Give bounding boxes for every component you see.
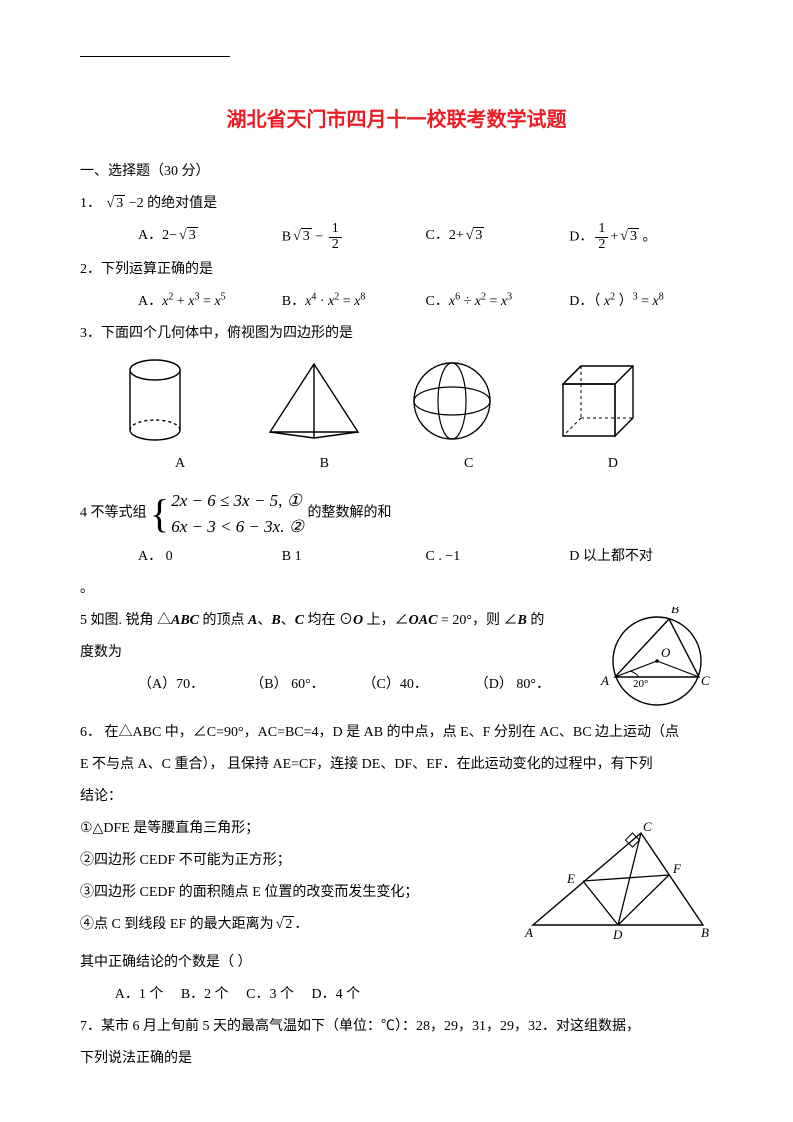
fraction-icon: 12	[329, 222, 342, 252]
svg-text:C: C	[643, 821, 652, 834]
fraction-icon: 12	[595, 222, 608, 252]
q4-stem: 4 不等式组 { 2x − 6 ≤ 3x − 5, ① 6x − 3 < 6 −…	[80, 488, 713, 539]
svg-text:A: A	[524, 925, 533, 940]
cube-icon	[553, 358, 649, 444]
svg-text:B: B	[701, 925, 709, 940]
q4-pre: 4 不等式组	[80, 506, 147, 521]
svg-text:O: O	[661, 645, 671, 660]
q5-optA: （A）70．	[138, 671, 250, 699]
q4-post: 的整数解的和	[307, 506, 391, 521]
triangle-figure-icon: A B C D E F	[523, 821, 713, 941]
q5-figure: B O A C 20°	[595, 607, 713, 711]
svg-text:F: F	[672, 861, 682, 876]
q4-optB: B 1	[282, 543, 426, 571]
q3-figures: A B C	[80, 352, 713, 478]
q4-ineq2: 6x − 3 < 6 − 3x. ②	[171, 514, 304, 540]
sqrt-icon: 3	[105, 190, 126, 218]
q4-ineq1: 2x − 6 ≤ 3x − 5, ①	[171, 488, 304, 514]
sqrt-icon: 2	[274, 911, 295, 939]
q1-optB: B3 − 12	[282, 222, 426, 252]
q6-ask: 其中正确结论的个数是（ ）	[80, 949, 713, 977]
svg-text:E: E	[566, 871, 575, 886]
q2-optD: D．（ x2 ）3 = x8	[569, 288, 713, 316]
q6-l1: 6． 在△ABC 中，∠C=90°，AC=BC=4，D 是 AB 的中点，点 E…	[80, 719, 713, 747]
q6-block: A B C D E F ①△DFE 是等腰直角三角形； ②四边形 CEDF 不可…	[80, 815, 713, 945]
q1-text: −2 的绝对值是	[129, 196, 217, 211]
q4-optD: D 以上都不对	[569, 543, 713, 571]
brace-icon: { 2x − 6 ≤ 3x − 5, ① 6x − 3 < 6 − 3x. ②	[150, 488, 304, 539]
q3-shape-C: C	[409, 358, 529, 478]
svg-text:B: B	[671, 607, 679, 616]
tetrahedron-icon	[264, 358, 364, 444]
q3-label-B: B	[264, 450, 384, 478]
sqrt-icon: 3	[464, 222, 485, 250]
q2-optA: A．x2 + x3 = x5	[138, 288, 282, 316]
q6-l2: E 不与点 A、C 重合）， 且保持 AE=CF，连接 DE、DF、EF．在此运…	[80, 751, 713, 779]
q6-options: A．1 个 B．2 个 C．3 个 D．4 个	[80, 981, 713, 1009]
q5-block: B O A C 20° 5 如图. 锐角 △ABC 的顶点 A、B、C 均在 ⊙…	[80, 607, 713, 715]
svg-text:D: D	[612, 927, 623, 941]
circle-triangle-icon: B O A C 20°	[595, 607, 713, 711]
q5-options: （A）70． （B） 60°． （C）40． （D） 80°．	[80, 671, 587, 699]
q3-shape-A: A	[120, 358, 240, 478]
svg-text:C: C	[701, 673, 710, 688]
q1-optC: C．2+3	[426, 222, 570, 252]
q6-l3: 结论：	[80, 783, 713, 811]
q3-label-C: C	[409, 450, 529, 478]
exam-title: 湖北省天门市四月十一校联考数学试题	[80, 100, 713, 140]
exam-page: 湖北省天门市四月十一校联考数学试题 一、选择题（30 分） 1． 3 −2 的绝…	[0, 0, 793, 1122]
q4-optA: A． 0	[138, 543, 282, 571]
svg-text:A: A	[600, 673, 609, 688]
sqrt-icon: 3	[618, 223, 639, 251]
q1-optD: D．12+3 。	[569, 222, 713, 252]
q5-optB: （B） 60°．	[250, 671, 362, 699]
q7-l2: 下列说法正确的是	[80, 1045, 713, 1073]
stray-period: 。	[80, 575, 713, 603]
section-heading: 一、选择题（30 分）	[80, 158, 713, 186]
q6-figure: A B C D E F	[523, 821, 713, 941]
q2-options: A．x2 + x3 = x5 B．x4 · x2 = x8 C．x6 ÷ x2 …	[80, 288, 713, 316]
q1-num: 1．	[80, 196, 101, 211]
q2-stem: 2．下列运算正确的是	[80, 256, 713, 284]
q2-optC: C．x6 ÷ x2 = x3	[426, 288, 570, 316]
q3-stem: 3．下面四个几何体中，俯视图为四边形的是	[80, 320, 713, 348]
q5-optD: （D） 80°．	[475, 671, 587, 699]
sphere-icon	[409, 358, 495, 444]
q3-shape-D: D	[553, 358, 673, 478]
q3-label-D: D	[553, 450, 673, 478]
cylinder-icon	[120, 358, 190, 444]
q1-optA: A．2−3	[138, 222, 282, 252]
q2-optB: B．x4 · x2 = x8	[282, 288, 426, 316]
q1-stem: 1． 3 −2 的绝对值是	[80, 190, 713, 218]
q3-label-A: A	[120, 450, 240, 478]
q1-options: A．2−3 B3 − 12 C．2+3 D．12+3 。	[80, 222, 713, 252]
q4-optC: C . −1	[426, 543, 570, 571]
sqrt-icon: 3	[177, 222, 198, 250]
sqrt-icon: 3	[291, 223, 312, 251]
svg-text:20°: 20°	[633, 678, 648, 690]
header-rule	[80, 56, 230, 57]
q7-l1: 7．某市 6 月上旬前 5 天的最高气温如下（单位：℃）：28，29，31，29…	[80, 1013, 713, 1041]
q4-options: A． 0 B 1 C . −1 D 以上都不对	[80, 543, 713, 571]
q3-shape-B: B	[264, 358, 384, 478]
q5-optC: （C）40．	[363, 671, 475, 699]
